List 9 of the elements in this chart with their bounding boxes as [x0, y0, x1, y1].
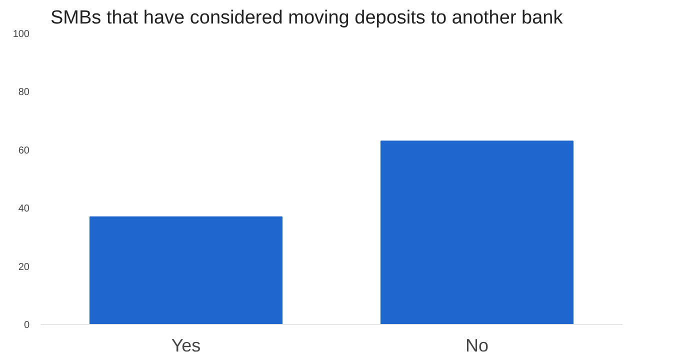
y-tick-label: 100 [12, 29, 30, 40]
chart-title: SMBs that have considered moving deposits to another bank [50, 8, 564, 28]
y-tick-label: 40 [18, 204, 30, 215]
x-tick-label: No [465, 336, 489, 356]
y-tick-label: 60 [18, 145, 30, 156]
y-tick-label: 20 [18, 262, 30, 273]
x-tick-label: Yes [171, 336, 201, 356]
y-tick-label: 80 [18, 87, 30, 98]
y-tick-label: 0 [24, 320, 30, 331]
